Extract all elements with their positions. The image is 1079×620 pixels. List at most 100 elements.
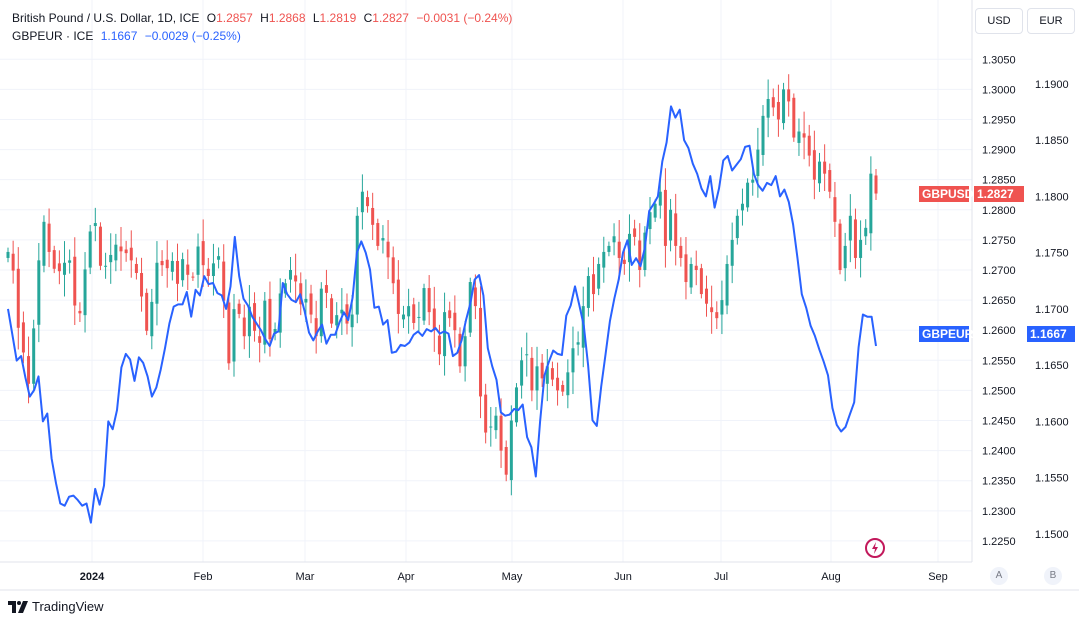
time-tick-label: Feb	[194, 571, 213, 583]
candle-body	[366, 197, 370, 207]
candle-body	[68, 260, 72, 263]
candle-body	[294, 275, 298, 282]
candle-body	[330, 298, 334, 324]
candle-body	[838, 223, 842, 270]
usd-tick-label: 1.2850	[982, 175, 1016, 187]
candle-body	[242, 317, 246, 337]
candle-body	[62, 262, 66, 275]
usd-tick-label: 1.2400	[982, 446, 1016, 458]
candle-body	[699, 268, 703, 295]
candle-body	[869, 173, 873, 234]
candle-body	[715, 312, 719, 319]
candle-body	[253, 303, 257, 331]
candle-body	[874, 175, 878, 194]
candle-body	[232, 309, 236, 362]
candle-body	[545, 366, 549, 384]
gbpusd-price-tag: 1.2827	[974, 186, 1024, 202]
candle-body	[42, 221, 46, 266]
candle-body	[11, 253, 15, 271]
candle-body	[561, 384, 565, 392]
usd-tick-label: 1.2750	[982, 235, 1016, 247]
compare-series-legend[interactable]: GBPEUR · ICE 1.1667 −0.0029 (−0.25%)	[12, 29, 245, 43]
candle-body	[499, 415, 503, 451]
usd-tick-label: 1.2800	[982, 205, 1016, 217]
candle-body	[104, 265, 108, 267]
compare-change: −0.0029 (−0.25%)	[144, 29, 241, 43]
candle-body	[571, 348, 575, 373]
candle-body	[550, 368, 554, 380]
candle-body	[6, 251, 10, 258]
candle-body	[797, 131, 801, 143]
candle-body	[181, 259, 185, 281]
candle-body	[27, 356, 31, 384]
candle-body	[848, 215, 852, 241]
candle-body	[412, 304, 416, 323]
candle-body	[73, 256, 77, 306]
candle-body	[268, 298, 272, 340]
tradingview-logo[interactable]: TradingView	[8, 599, 104, 614]
usd-price-axis[interactable]: 1.3050 1.3000 1.2950 1.2900 1.2850 1.2800 1.27…	[982, 54, 1016, 548]
flash-icon[interactable]	[865, 538, 885, 558]
candle-body	[473, 287, 477, 307]
candle-body	[119, 246, 123, 252]
candle-body	[386, 241, 390, 258]
candle-body	[186, 264, 190, 275]
candle-body	[258, 336, 262, 343]
candle-body	[746, 182, 750, 208]
time-tick-label: Mar	[296, 571, 315, 583]
time-tick-label: May	[502, 571, 523, 583]
gbpusd-axis-label: GBPUSD	[919, 186, 973, 202]
usd-tick-label: 1.2700	[982, 265, 1016, 277]
candle-body	[504, 447, 508, 475]
candle-body	[689, 263, 693, 288]
usd-tick-label: 1.2600	[982, 325, 1016, 337]
usd-tick-label: 1.2250	[982, 536, 1016, 548]
main-series-legend[interactable]: British Pound / U.S. Dollar, 1D, ICE O1.…	[12, 11, 516, 25]
eur-tick-label: 1.1500	[1035, 529, 1069, 541]
candle-body	[658, 191, 662, 206]
candle-body	[288, 269, 292, 280]
candle-body	[443, 312, 447, 357]
candle-body	[273, 328, 277, 334]
candle-body	[109, 254, 113, 263]
candle-body	[150, 301, 154, 337]
usd-tick-label: 1.2300	[982, 506, 1016, 518]
candle-body	[21, 322, 25, 353]
close-value: C1.2827	[363, 11, 409, 25]
usd-tick-label: 1.2550	[982, 355, 1016, 367]
candle-body	[32, 328, 36, 384]
candle-body	[396, 279, 400, 314]
eur-axis-button[interactable]: EUR	[1027, 8, 1075, 34]
candle-body	[319, 288, 323, 337]
eur-tick-label: 1.1600	[1035, 416, 1069, 428]
time-tick-label: Sep	[928, 571, 948, 583]
tradingview-brand-text: TradingView	[32, 599, 104, 614]
candle-body	[740, 203, 744, 211]
eur-price-axis[interactable]: 1.1900 1.1850 1.1800 1.1750 1.1700 1.1650 1.16…	[1035, 79, 1069, 541]
time-tick-label: 2024	[80, 571, 105, 583]
candle-body	[247, 306, 251, 337]
candle-body	[540, 362, 544, 379]
candle-body	[812, 150, 816, 180]
candle-body	[309, 293, 313, 315]
candle-body	[422, 288, 426, 321]
compare-value: 1.1667	[100, 29, 138, 43]
candle-body	[520, 360, 524, 386]
usd-axis-button[interactable]: USD	[975, 8, 1023, 34]
candle-body	[391, 257, 395, 284]
candle-body	[211, 263, 215, 277]
eur-tick-label: 1.1800	[1035, 191, 1069, 203]
candle-body	[617, 241, 621, 258]
usd-tick-label: 1.2900	[982, 145, 1016, 157]
candle-body	[751, 179, 755, 183]
scale-b-button[interactable]: B	[1044, 567, 1062, 585]
candle-body	[576, 342, 580, 345]
candle-body	[401, 314, 405, 320]
candle-body	[407, 306, 411, 317]
candle-body	[556, 377, 560, 391]
candle-body	[437, 335, 441, 355]
candle-body	[448, 310, 452, 319]
time-axis[interactable]: 2024 Feb Mar Apr May Jun Jul Aug Sep	[80, 571, 948, 583]
auto-scale-button[interactable]: A	[990, 567, 1008, 585]
